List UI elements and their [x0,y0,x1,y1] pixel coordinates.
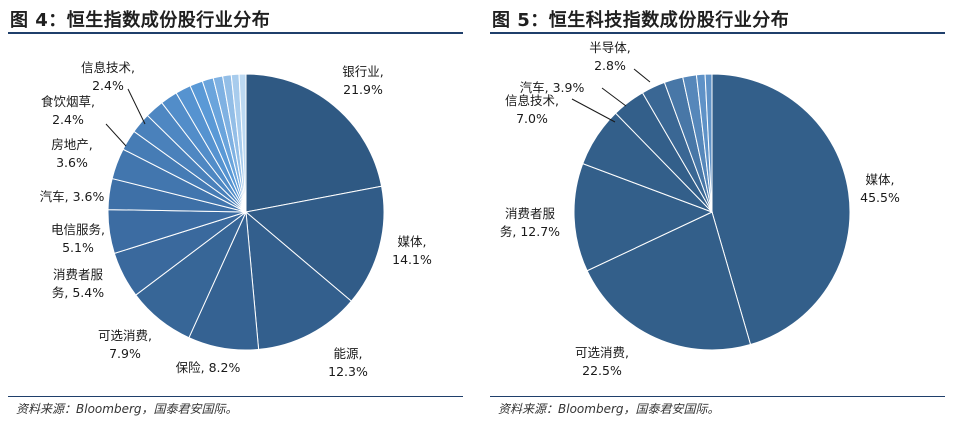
slice-label: 保险, 8.2% [176,360,241,375]
leader-line [105,123,127,147]
pie-slice [704,73,713,213]
title-rule [490,32,945,34]
source-note: 资料来源：Bloomberg，国泰君安国际。 [16,400,238,417]
slice-label: 汽车, 3.6% [40,189,105,204]
slice-label: 汽车, 3.9% [520,80,585,95]
title-rule [8,32,463,34]
pie-slice [244,185,385,302]
footer-rule [8,396,463,397]
slice-label: 信息技术, 2.4% [81,60,135,93]
chart-title: 图 5：恒生科技指数成份股行业分布 [492,10,790,31]
leader-line [127,88,146,125]
slice-label: 银行业, 21.9% [342,64,383,97]
source-body: Bloomberg，国泰君安国际。 [558,402,720,416]
source-note: 资料来源：Bloomberg，国泰君安国际。 [498,400,720,417]
leader-line [571,98,616,123]
pie-slice [573,162,714,272]
pie-slice [245,73,383,213]
pie-slice [238,73,247,213]
slice-label: 信息技术, 7.0% [505,93,559,126]
slice-label: 消费者服务, 5.4% [52,267,104,300]
chart-title: 图 4：恒生指数成份股行业分布 [10,10,271,31]
source-body: Bloomberg，国泰君安国际。 [76,402,238,416]
slice-label: 半导体, 2.8% [589,40,630,73]
pie-slice [245,210,353,350]
slice-label: 房地产, 3.6% [51,137,92,170]
slice-label: 可选消费, 22.5% [575,345,629,378]
pie-slice [711,73,851,346]
pie-chart-hsi: 银行业, 21.9% 媒体, 14.1% 能源, 12.3% 保险, 8.2% 可选消费, 7.… [40,60,432,379]
slice-label: 食饮烟草, 2.4% [41,94,95,127]
slice-label: 媒体, 14.1% [392,234,432,267]
chart-panel-hsi: 图 4：恒生指数成份股行业分布 银行业, 21.9% 媒体, 14.1% 能源, 12.3… [8,0,478,434]
pie-slice [586,211,752,351]
leader-line [601,87,627,107]
slice-label: 电信服务, 5.1% [51,222,105,255]
slice-label: 能源, 12.3% [328,346,368,379]
pie-chart-hstech: 媒体, 45.5% 可选消费, 22.5% 消费者服务, 12.7% 信息技术, 7.0%汽… [500,40,900,378]
slice-label: 媒体, 45.5% [860,172,900,205]
footer-rule [490,396,945,397]
leader-line [633,68,651,83]
source-prefix: 资料来源： [498,402,559,416]
chart-panel-hstech: 图 5：恒生科技指数成份股行业分布 媒体, 45.5% 可选消费, 22.5% 消费者服… [490,0,960,434]
slice-label: 消费者服务, 12.7% [500,206,560,239]
source-prefix: 资料来源： [16,402,77,416]
slice-label: 可选消费, 7.9% [98,328,152,361]
